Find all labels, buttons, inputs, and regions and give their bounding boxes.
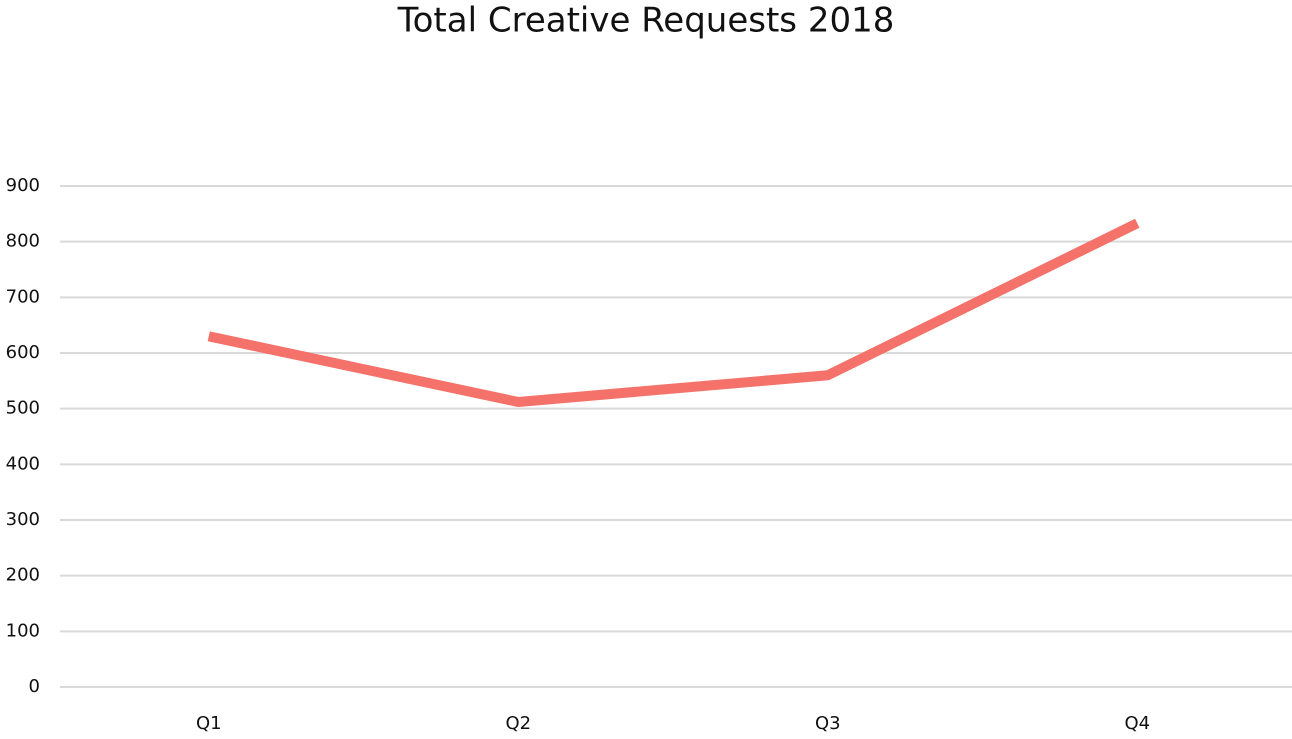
y-tick-label: 0 (29, 676, 40, 697)
x-tick-label: Q3 (815, 713, 841, 734)
y-tick-label: 200 (6, 565, 40, 586)
y-tick-label: 300 (6, 509, 40, 530)
y-tick-label: 700 (6, 286, 40, 307)
y-tick-label: 400 (6, 453, 40, 474)
y-tick-label: 900 (6, 175, 40, 196)
x-tick-label: Q2 (505, 713, 531, 734)
y-tick-label: 500 (6, 398, 40, 419)
x-tick-label: Q1 (196, 713, 222, 734)
y-tick-label: 100 (6, 620, 40, 641)
y-tick-label: 600 (6, 342, 40, 363)
y-tick-label: 800 (6, 231, 40, 252)
chart-title: Total Creative Requests 2018 (397, 1, 895, 41)
x-tick-label: Q4 (1124, 713, 1150, 734)
data-line (207, 218, 1140, 407)
